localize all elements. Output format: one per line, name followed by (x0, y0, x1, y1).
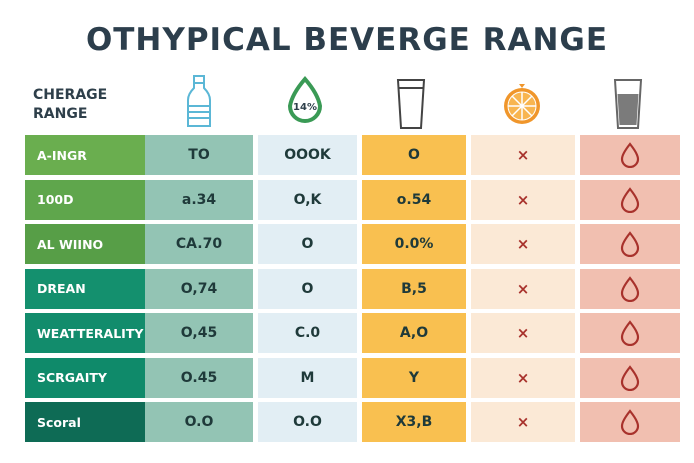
cross-icon: × (471, 402, 575, 442)
blood-drop-icon (620, 409, 640, 435)
cell-glass: A,O (362, 313, 466, 353)
cell-glass: O (362, 135, 466, 175)
cell-bottle: O.45 (145, 357, 253, 398)
cell-drop (580, 313, 680, 353)
cell-bottle: O,45 (145, 313, 253, 353)
header-label-line1: CHERAGE (33, 87, 108, 103)
cell-percent: O.O (258, 402, 357, 442)
header-label-line2: RANGE (33, 106, 88, 122)
cell-drop (580, 357, 680, 398)
cell-bottle: O,74 (145, 268, 253, 309)
filled-glass-icon (613, 79, 643, 129)
blood-drop-icon (620, 320, 640, 346)
cell-percent: O (258, 268, 357, 309)
cell-percent: M (258, 357, 357, 398)
cell-glass: Y (362, 357, 466, 398)
cell-bottle: TO (145, 135, 253, 175)
blood-drop-icon (620, 275, 640, 302)
cell-drop (580, 179, 680, 220)
drop-text: 14% (293, 102, 317, 113)
cell-glass: X3,B (362, 402, 466, 442)
cross-icon: × (471, 135, 575, 175)
cell-glass: o.54 (362, 179, 466, 220)
cell-bottle: a.34 (145, 179, 253, 220)
row-label: WEATTERALITY (25, 313, 145, 353)
water-bottle-icon (187, 75, 211, 127)
orange-slice-icon (504, 84, 540, 124)
cell-drop (580, 135, 680, 175)
row-label: SCRGAITY (25, 357, 145, 398)
page-title: OTHYPICAL BEVERGE RANGE (85, 22, 609, 58)
blood-drop-icon (620, 142, 640, 168)
cell-glass: 0.0% (362, 224, 466, 264)
row-label: DREAN (25, 268, 145, 309)
cross-icon: × (471, 224, 575, 264)
row-label: 100D (25, 179, 145, 220)
row-label: AL WIINO (25, 224, 145, 264)
percent-drop-icon: 14% (287, 75, 323, 123)
cell-bottle: CA.70 (145, 224, 253, 264)
table-row: SCRGAITY O.45 M Y × (25, 357, 680, 398)
cross-icon: × (471, 357, 575, 398)
table-row: AL WIINO CA.70 O 0.0% × (25, 224, 680, 264)
cell-percent: O (258, 224, 357, 264)
table-row: DREAN O,74 O B,5 × (25, 268, 680, 309)
cross-icon: × (471, 179, 575, 220)
blood-drop-icon (620, 186, 640, 213)
cell-drop (580, 402, 680, 442)
blood-drop-icon (620, 364, 640, 391)
cell-percent: C.0 (258, 313, 357, 353)
row-label: A-INGR (25, 135, 145, 175)
header-label: CHERAGE RANGE (33, 86, 107, 124)
cell-percent: OOOK (258, 135, 357, 175)
empty-glass-icon (396, 79, 426, 129)
table-row: WEATTERALITY O,45 C.0 A,O × (25, 313, 680, 353)
cell-percent: O,K (258, 179, 357, 220)
table-row: Scoral O.O O.O X3,B × (25, 402, 680, 442)
cell-glass: B,5 (362, 268, 466, 309)
cell-drop (580, 268, 680, 309)
cell-bottle: O.O (145, 402, 253, 442)
blood-drop-icon (620, 231, 640, 257)
table-row: A-INGR TO OOOK O × (25, 135, 680, 175)
cross-icon: × (471, 313, 575, 353)
table-row: 100D a.34 O,K o.54 × (25, 179, 680, 220)
cross-icon: × (471, 268, 575, 309)
cell-drop (580, 224, 680, 264)
row-label: Scoral (25, 402, 145, 442)
